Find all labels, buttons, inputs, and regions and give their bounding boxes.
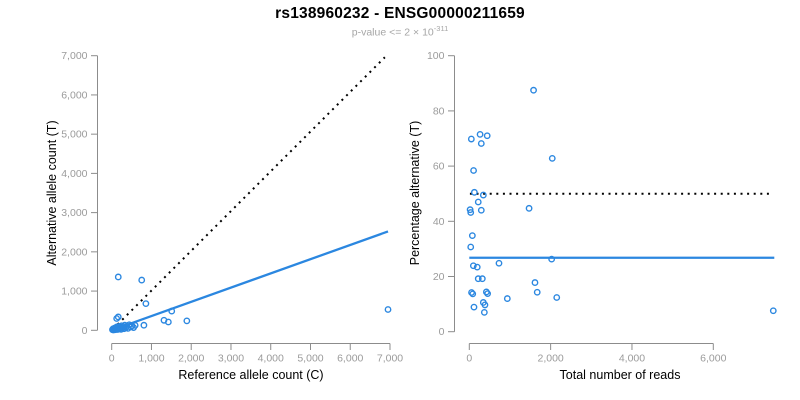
data-point	[131, 321, 139, 329]
figure-header: rs138960232 - ENSG00000211659 p-value <=…	[0, 0, 800, 39]
x-tick-label: 3,000	[218, 353, 244, 365]
data-point	[478, 275, 486, 283]
y-tick-label: 3,000	[61, 207, 87, 219]
data-point	[476, 130, 484, 138]
data-point	[468, 289, 475, 296]
pvalue-exponent: -311	[433, 24, 449, 33]
y-tick-label: 2,000	[61, 246, 87, 258]
data-point	[480, 308, 488, 316]
y-tick-label: 6,000	[61, 89, 87, 101]
x-tick-label: 0	[109, 353, 115, 365]
data-point	[477, 140, 485, 147]
data-point	[479, 191, 487, 199]
x-tick-label: 2,000	[537, 353, 563, 365]
left-scatter-plot: 0 1,000 2,000 3,000 4,000 5,000 6,000 7,000 0 1,0…	[45, 50, 403, 382]
figure-title: rs138960232 - ENSG00000211659	[275, 5, 525, 22]
x-tick-label: 5,000	[297, 353, 323, 365]
data-point	[470, 188, 478, 196]
data-point	[164, 318, 172, 326]
y-tick-label: 4,000	[61, 168, 87, 180]
data-point	[473, 263, 481, 271]
data-point	[384, 306, 392, 313]
data-point	[525, 204, 533, 212]
data-point	[183, 317, 191, 325]
data-point	[128, 322, 136, 330]
x-tick-label: 2,000	[178, 353, 204, 365]
data-point	[168, 307, 176, 315]
y-tick-label: 5,000	[61, 129, 87, 141]
data-point	[140, 321, 148, 329]
x-tick-label: 7,000	[377, 353, 403, 365]
pvalue-text: p-value <= 2 × 10	[351, 26, 434, 39]
data-point	[769, 307, 777, 315]
data-point	[548, 154, 556, 162]
data-point	[467, 243, 475, 251]
x-tick-label: 6,000	[700, 353, 726, 365]
data-point	[470, 167, 477, 174]
y-tick-label: 60	[433, 161, 445, 173]
y-tick-label: 80	[433, 105, 445, 117]
fit-line	[111, 230, 389, 332]
data-point	[142, 300, 150, 308]
data-point	[467, 135, 475, 143]
data-point	[114, 273, 122, 281]
data-point	[531, 279, 539, 286]
y-tick-label: 0	[82, 325, 88, 337]
y-tick-label: 0	[439, 326, 445, 338]
x-axis-title: Reference allele count (C)	[178, 368, 323, 382]
data-point	[469, 290, 477, 298]
data-point	[474, 275, 482, 283]
y-tick-label: 20	[433, 271, 445, 283]
x-tick-label: 0	[466, 353, 472, 365]
data-point	[533, 288, 541, 296]
x-tick-label: 4,000	[619, 353, 645, 365]
data-point	[469, 262, 477, 270]
data-point	[481, 301, 489, 309]
right-scatter-plot: 0 20 40 60 80 100 0 2,000 4,000 6,000 Total number…	[408, 50, 777, 382]
x-axis-title: Total number of reads	[560, 368, 681, 382]
data-point	[114, 313, 122, 321]
identity-line	[112, 56, 386, 330]
y-tick-label: 1,000	[61, 286, 87, 298]
y-tick-label: 7,000	[61, 50, 87, 62]
data-point	[474, 198, 482, 206]
y-tick-label: 40	[433, 216, 445, 228]
data-point	[553, 294, 561, 301]
data-point	[483, 132, 491, 140]
data-point	[113, 315, 121, 322]
y-axis-title: Alternative allele count (T)	[45, 120, 59, 265]
y-tick-label: 100	[427, 50, 445, 62]
data-point	[468, 232, 476, 240]
data-point	[548, 255, 556, 263]
figure-subtitle: p-value <= 2 × 10-311	[0, 24, 800, 39]
data-point	[470, 303, 478, 311]
data-point	[466, 206, 474, 214]
x-tick-label: 4,000	[258, 353, 284, 365]
y-axis-title: Percentage alternative (T)	[408, 121, 422, 266]
data-point	[467, 209, 475, 216]
data-point	[495, 259, 503, 267]
data-point	[484, 290, 491, 298]
data-point	[477, 206, 485, 214]
data-point	[503, 295, 511, 302]
x-tick-label: 6,000	[337, 353, 363, 365]
data-point	[138, 276, 146, 284]
data-point	[530, 86, 537, 94]
x-tick-label: 1,000	[138, 353, 164, 365]
